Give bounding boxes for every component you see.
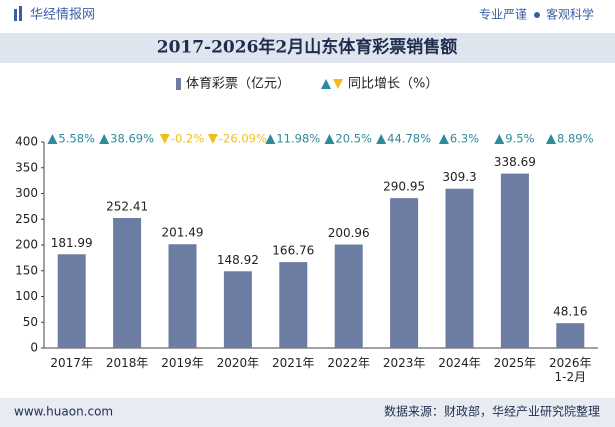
growth-label: 20.5%	[335, 132, 372, 146]
value-label: 166.76	[272, 244, 314, 258]
y-tick-label: 400	[15, 135, 38, 149]
growth-arrow	[494, 134, 505, 144]
y-tick-label: 0	[30, 341, 38, 355]
x-tick-label: 2025年	[493, 356, 537, 370]
bar	[390, 198, 419, 348]
value-label: 48.16	[553, 305, 587, 319]
x-tick-label: 2024年	[438, 356, 481, 370]
x-tick-label: 2023年	[382, 356, 426, 370]
legend-swatch	[321, 79, 331, 89]
value-label: 148.92	[217, 253, 259, 267]
bar	[556, 323, 585, 348]
value-label: 181.99	[51, 236, 93, 250]
x-tick-label: 2022年	[327, 356, 370, 370]
growth-arrow	[47, 134, 58, 144]
value-label: 309.3	[442, 170, 476, 184]
x-tick-label: 2026年 1-2月	[549, 356, 592, 384]
bar	[113, 218, 142, 348]
growth-label: -26.09%	[219, 132, 267, 146]
footer-website: www.huaon.com	[14, 405, 113, 419]
growth-arrow	[324, 134, 335, 144]
logo-text: 华经情报网	[30, 8, 95, 23]
x-tick-label: 2021年	[272, 356, 315, 370]
logo-icon	[14, 9, 17, 21]
y-tick-label: 250	[15, 212, 38, 226]
bar	[445, 188, 474, 348]
legend-label: 体育彩票（亿元）	[186, 76, 290, 92]
value-label: 290.95	[383, 180, 425, 194]
y-tick-label: 100	[15, 289, 38, 303]
tagline: 客观科学	[546, 7, 594, 22]
bar	[334, 244, 363, 348]
value-label: 200.96	[328, 226, 370, 240]
growth-arrow	[265, 134, 276, 144]
growth-label: 5.58%	[58, 132, 95, 146]
tagline: 专业严谨	[479, 7, 527, 22]
y-tick-label: 150	[15, 263, 38, 277]
y-tick-label: 200	[15, 238, 38, 252]
bar	[500, 173, 529, 348]
value-label: 338.69	[494, 155, 536, 169]
x-tick-label: 2017年	[50, 356, 93, 370]
logo-icon	[19, 6, 22, 21]
bar	[223, 271, 252, 348]
bar	[57, 254, 86, 348]
growth-arrow	[546, 134, 557, 144]
growth-label: 9.5%	[505, 132, 534, 146]
growth-label: 8.89%	[557, 132, 594, 146]
legend-swatch	[333, 79, 343, 89]
legend-label: 同比增长（%）	[348, 77, 438, 92]
growth-label: 11.98%	[276, 132, 320, 146]
growth-arrow	[207, 134, 218, 144]
footer-source: 数据来源：财政部，华经产业研究院整理	[384, 404, 600, 419]
y-tick-label: 350	[15, 160, 38, 174]
x-tick-label: 2018年	[105, 356, 149, 370]
growth-label: -0.2%	[171, 132, 204, 146]
y-tick-label: 50	[23, 315, 38, 329]
title-band	[0, 33, 615, 63]
growth-arrow	[438, 134, 449, 144]
bar	[168, 244, 197, 348]
legend-swatch	[176, 78, 181, 90]
growth-arrow	[99, 134, 110, 144]
tagline-dot	[534, 12, 540, 18]
bar	[279, 262, 308, 348]
y-tick-label: 300	[15, 186, 38, 200]
chart-title: 2017-2026年2月山东体育彩票销售额	[157, 37, 458, 58]
x-tick-label: 2019年	[161, 356, 204, 370]
growth-label: 6.3%	[450, 132, 479, 146]
x-tick-label: 2020年	[216, 356, 260, 370]
growth-label: 38.69%	[110, 132, 154, 146]
value-label: 252.41	[106, 200, 148, 214]
growth-label: 44.78%	[387, 132, 431, 146]
value-label: 201.49	[162, 226, 204, 240]
growth-arrow	[159, 134, 170, 144]
footer-band	[0, 398, 615, 427]
growth-arrow	[376, 134, 387, 144]
